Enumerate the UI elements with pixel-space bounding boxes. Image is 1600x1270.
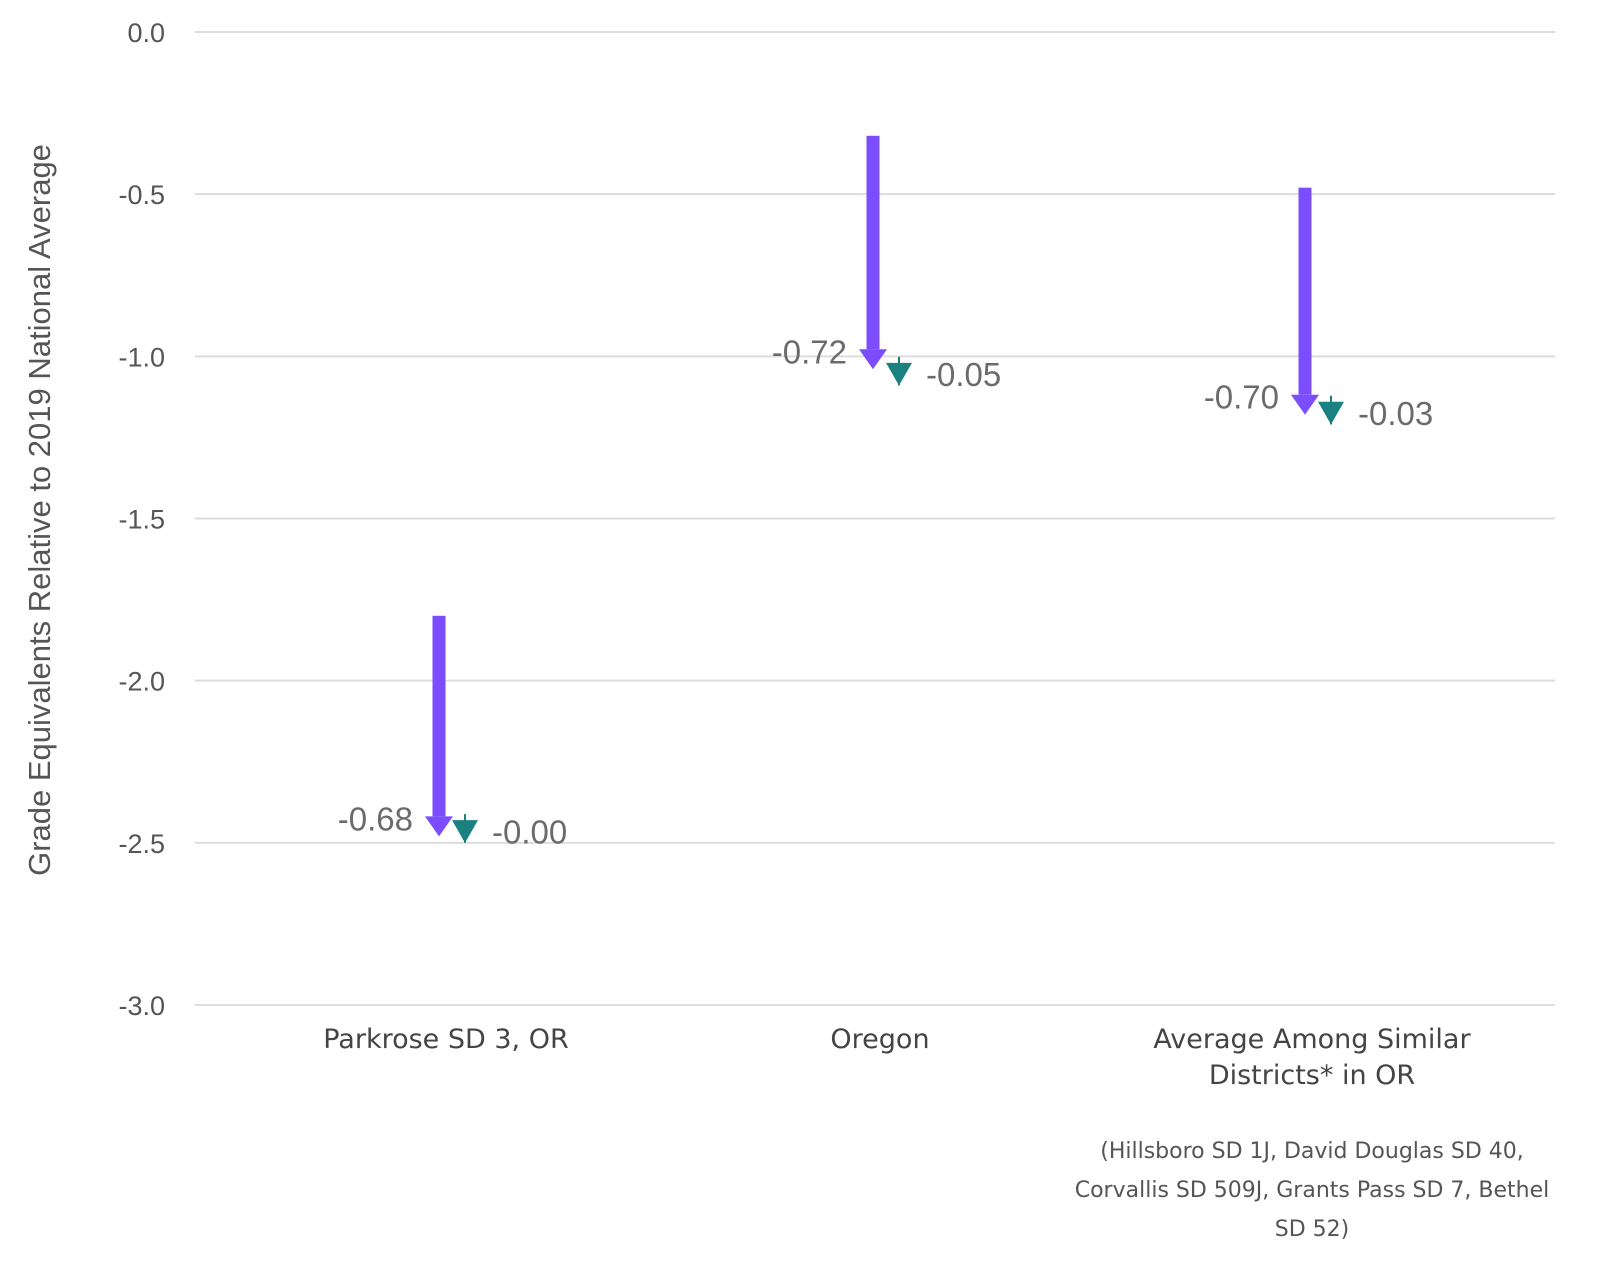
arrow-marks <box>425 135 1344 843</box>
value-labels: -0.68 -0.72 -0.70 -0.00 -0.05 -0.03 <box>338 333 1433 850</box>
y-tick-label: -0.5 <box>118 180 165 210</box>
category-label: Average Among Similar <box>1153 1024 1471 1055</box>
category-label: Parkrose SD 3, OR <box>323 1024 569 1055</box>
primary-arrow-head <box>859 349 887 370</box>
y-tick-label: -2.0 <box>118 667 165 697</box>
y-tick-labels: 0.0 -0.5 -1.0 -1.5 -2.0 -2.5 -3.0 <box>118 18 165 1021</box>
y-axis-title: Grade Equivalents Relative to 2019 Natio… <box>22 144 57 876</box>
y-tick-label: -2.5 <box>118 829 165 859</box>
primary-arrow-head <box>425 816 453 837</box>
y-tick-label: -1.0 <box>118 342 165 372</box>
secondary-value-label: -0.00 <box>492 813 567 850</box>
category-note: SD 52) <box>1275 1217 1349 1242</box>
primary-value-label: -0.68 <box>338 800 413 837</box>
secondary-arrow-head <box>886 362 912 386</box>
category-note: (Hillsboro SD 1J, David Douglas SD 40, <box>1100 1139 1524 1164</box>
primary-value-label: -0.72 <box>772 333 847 370</box>
primary-arrow-shaft <box>1298 187 1312 395</box>
secondary-value-label: -0.03 <box>1358 395 1433 432</box>
primary-value-label: -0.70 <box>1204 379 1279 416</box>
y-tick-label: 0.0 <box>127 18 165 48</box>
secondary-value-label: -0.05 <box>926 356 1001 393</box>
y-tick-label: -1.5 <box>118 505 165 535</box>
primary-arrow-head <box>1291 394 1319 415</box>
primary-arrow-shaft <box>866 135 880 350</box>
y-tick-label: -3.0 <box>118 991 165 1021</box>
category-labels: Parkrose SD 3, OR Oregon Average Among Sim… <box>323 1024 1549 1242</box>
category-label: Oregon <box>830 1024 929 1055</box>
secondary-arrow-head <box>1318 401 1344 425</box>
category-note: Corvallis SD 509J, Grants Pass SD 7, Bet… <box>1075 1178 1550 1203</box>
primary-arrow-shaft <box>432 615 446 817</box>
category-label: Districts* in OR <box>1209 1060 1415 1091</box>
secondary-arrow-head <box>452 820 478 843</box>
